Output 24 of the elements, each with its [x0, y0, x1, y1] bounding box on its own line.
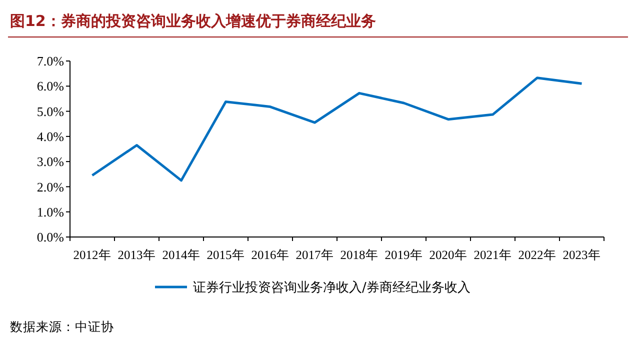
x-tick-label: 2014年 — [162, 248, 200, 262]
y-tick-label: 3.0% — [36, 154, 64, 170]
chart-title: 图12：券商的投资咨询业务收入增速优于券商经纪业务 — [10, 12, 376, 30]
x-tick-label: 2020年 — [429, 248, 468, 262]
x-tick-label: 2018年 — [340, 248, 378, 262]
y-tick-label: 1.0% — [36, 204, 64, 220]
legend-label: 证券行业投资咨询业务净收入/券商经纪业务收入 — [193, 280, 470, 296]
x-tick-label: 2019年 — [384, 248, 423, 262]
y-tick-label: 4.0% — [36, 128, 64, 144]
source-note: 数据来源：中证协 — [10, 319, 114, 334]
y-tick-label: 5.0% — [36, 104, 64, 119]
x-tick-label: 2022年 — [518, 248, 556, 262]
line-series — [91, 76, 583, 182]
y-tick-label: 0.0% — [36, 230, 64, 245]
x-tick-label: 2016年 — [251, 248, 290, 262]
x-tick-label: 2013年 — [118, 248, 156, 262]
y-tick-label: 7.0% — [36, 54, 64, 69]
y-tick-label: 2.0% — [36, 179, 64, 194]
x-tick-label: 2017年 — [296, 248, 334, 262]
y-tick-label: 6.0% — [36, 78, 64, 94]
x-tick-label: 2023年 — [562, 248, 601, 262]
x-tick-label: 2021年 — [474, 248, 512, 262]
x-tick-label: 2012年 — [73, 248, 112, 262]
x-tick-label: 2015年 — [206, 248, 245, 262]
